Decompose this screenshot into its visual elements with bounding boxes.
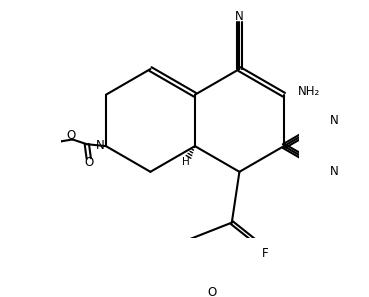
Text: O: O [208, 286, 217, 297]
Text: N: N [96, 139, 104, 152]
Text: N: N [235, 10, 244, 23]
Text: NH₂: NH₂ [298, 85, 320, 98]
Text: O: O [66, 129, 76, 142]
Text: N: N [330, 165, 338, 178]
Text: H: H [182, 157, 190, 167]
Text: F: F [262, 247, 269, 260]
Text: O: O [85, 156, 94, 169]
Text: N: N [330, 114, 338, 127]
